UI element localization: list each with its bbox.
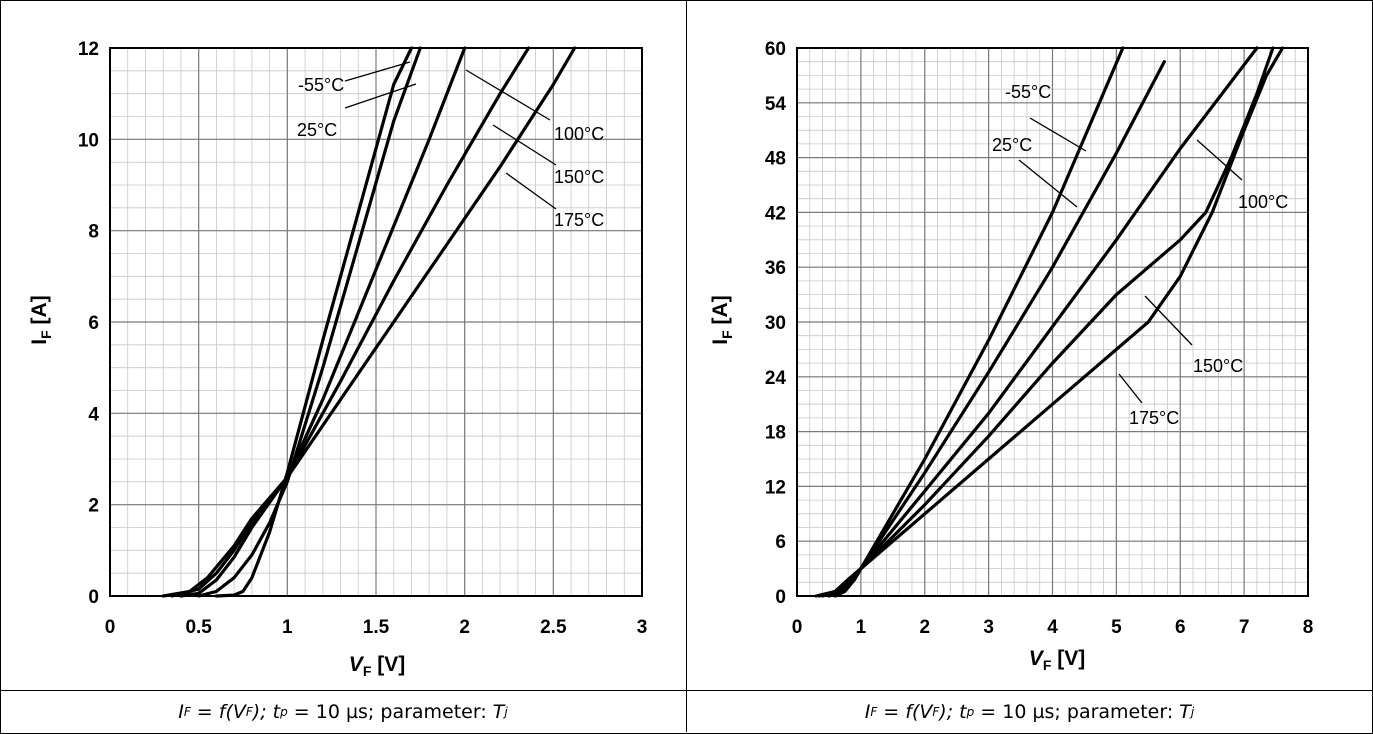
y-tick-label: 48 [765,149,786,170]
x-tick-label: 0 [792,617,803,638]
annotations-right: -55°C 25°C 100°C 150°C 175°C [992,82,1288,428]
x-tick-label: 7 [1239,617,1250,638]
y-tick-label: 42 [765,203,786,224]
series-line [827,60,1166,598]
annotation-label: 25°C [992,135,1032,155]
series-line [814,46,1285,598]
x-axis-label: VF [V] [349,653,405,679]
y-tick-label: 6 [775,532,786,553]
y-tick-label: 54 [765,94,787,115]
x-axis-label: VF [V] [1029,647,1085,673]
grid-right [796,47,1309,597]
chart-left: 0 0.5 1 1.5 2 2.5 3 0 2 4 6 8 10 12 -55°C 25°C 100°C … [28,39,647,679]
x-tick-label: 2 [919,617,930,638]
plot-border [796,47,1309,597]
series-line [161,46,577,598]
y-tick-label: 4 [88,404,99,425]
annotation-label: -55°C [1005,82,1051,102]
x-tick-label: 3 [637,617,648,638]
curves-right [814,46,1285,598]
y-tick-label: 0 [88,587,99,608]
y-axis-label: IF [A] [709,295,735,344]
x-tick-label: 6 [1175,617,1186,638]
x-tick-label: 2.5 [540,617,567,638]
y-tick-label: 0 [775,587,786,608]
annotation-label: 100°C [1238,192,1288,212]
annotation-label: 25°C [297,120,337,140]
y-tick-label: 24 [765,368,787,389]
x-tick-label: 1 [856,617,867,638]
x-tick-label: 0 [105,617,116,638]
grid-left [109,47,643,597]
x-tick-label: 0.5 [185,617,212,638]
x-tick-label: 8 [1303,617,1314,638]
y-axis-label: IF [A] [28,295,54,344]
series-line [833,46,1125,598]
ticks-left: 0 0.5 1 1.5 2 2.5 3 0 2 4 6 8 10 12 [78,39,647,638]
x-tick-label: 2 [459,617,470,638]
y-tick-label: 6 [88,313,99,334]
y-tick-label: 12 [765,477,786,498]
x-tick-label: 4 [1047,617,1058,638]
x-tick-label: 5 [1111,617,1122,638]
y-tick-label: 2 [88,496,99,517]
x-tick-label: 1.5 [363,617,390,638]
annotation-label: 175°C [554,210,604,230]
annotation-label: 150°C [1193,356,1243,376]
y-tick-label: 8 [88,222,99,243]
plot-border [109,47,643,597]
annotations-left: -55°C 25°C 100°C 150°C 175°C [297,61,604,230]
y-tick-label: 10 [78,130,99,151]
x-tick-label: 3 [983,617,994,638]
series-line [197,46,422,598]
y-tick-label: 12 [78,39,99,60]
y-tick-label: 30 [765,313,786,334]
annotation-label: -55°C [298,75,344,95]
y-tick-label: 36 [765,258,786,279]
y-tick-label: 18 [765,423,786,444]
annotation-label: 150°C [554,167,604,187]
curves-left [161,46,577,598]
annotation-label: 100°C [554,124,604,144]
panel-divider-horizontal [0,690,1372,691]
annotation-label: 175°C [1129,408,1179,428]
x-tick-label: 1 [282,617,293,638]
panel-divider-vertical [686,0,687,732]
y-tick-label: 60 [765,39,786,60]
